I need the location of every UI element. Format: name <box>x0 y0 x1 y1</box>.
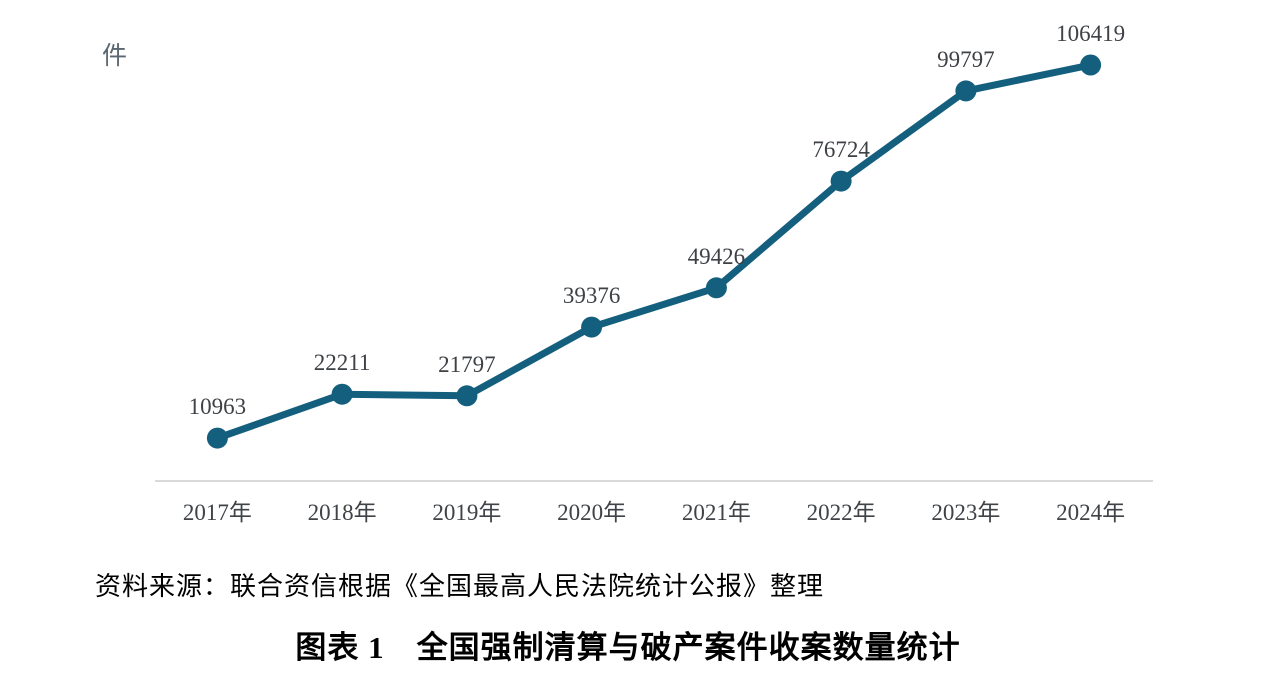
x-tick-label-2021: 2021年 <box>682 500 751 525</box>
data-point-2021 <box>705 277 727 299</box>
x-tick-label-2018: 2018年 <box>308 500 377 525</box>
data-label-2024: 106419 <box>1056 21 1125 46</box>
x-tick-label-2024: 2024年 <box>1056 500 1125 525</box>
data-label-2019: 21797 <box>438 352 496 377</box>
data-label-2017: 10963 <box>189 394 247 419</box>
data-point-2022 <box>830 170 852 192</box>
data-point-2019 <box>456 385 478 407</box>
data-label-2022: 76724 <box>812 137 870 162</box>
data-label-2021: 49426 <box>688 244 746 269</box>
data-point-2018 <box>331 383 353 405</box>
x-tick-label-2023: 2023年 <box>931 500 1000 525</box>
source-note: 资料来源：联合资信根据《全国最高人民法院统计公报》整理 <box>95 572 825 601</box>
data-line <box>213 61 1095 442</box>
line-chart-canvas: 10963 2017年 22211 2018年 21797 2019年 39376 2020年… <box>155 21 1153 525</box>
x-tick-label-2020: 2020年 <box>557 500 626 525</box>
x-tick-label-2022: 2022年 <box>807 500 876 525</box>
data-label-2020: 39376 <box>563 283 621 308</box>
data-point-2024 <box>1080 54 1102 76</box>
y-axis-unit-label: 件 <box>102 43 128 70</box>
data-label-2023: 99797 <box>937 47 995 72</box>
data-point-2020 <box>581 316 603 338</box>
data-point-2023 <box>955 80 977 102</box>
data-point-2017 <box>206 427 228 449</box>
x-tick-label-2017: 2017年 <box>183 500 252 525</box>
data-label-2018: 22211 <box>314 350 371 375</box>
chart-caption: 图表 1 全国强制清算与破产案件收案数量统计 <box>295 630 961 665</box>
x-tick-label-2019: 2019年 <box>432 500 501 525</box>
